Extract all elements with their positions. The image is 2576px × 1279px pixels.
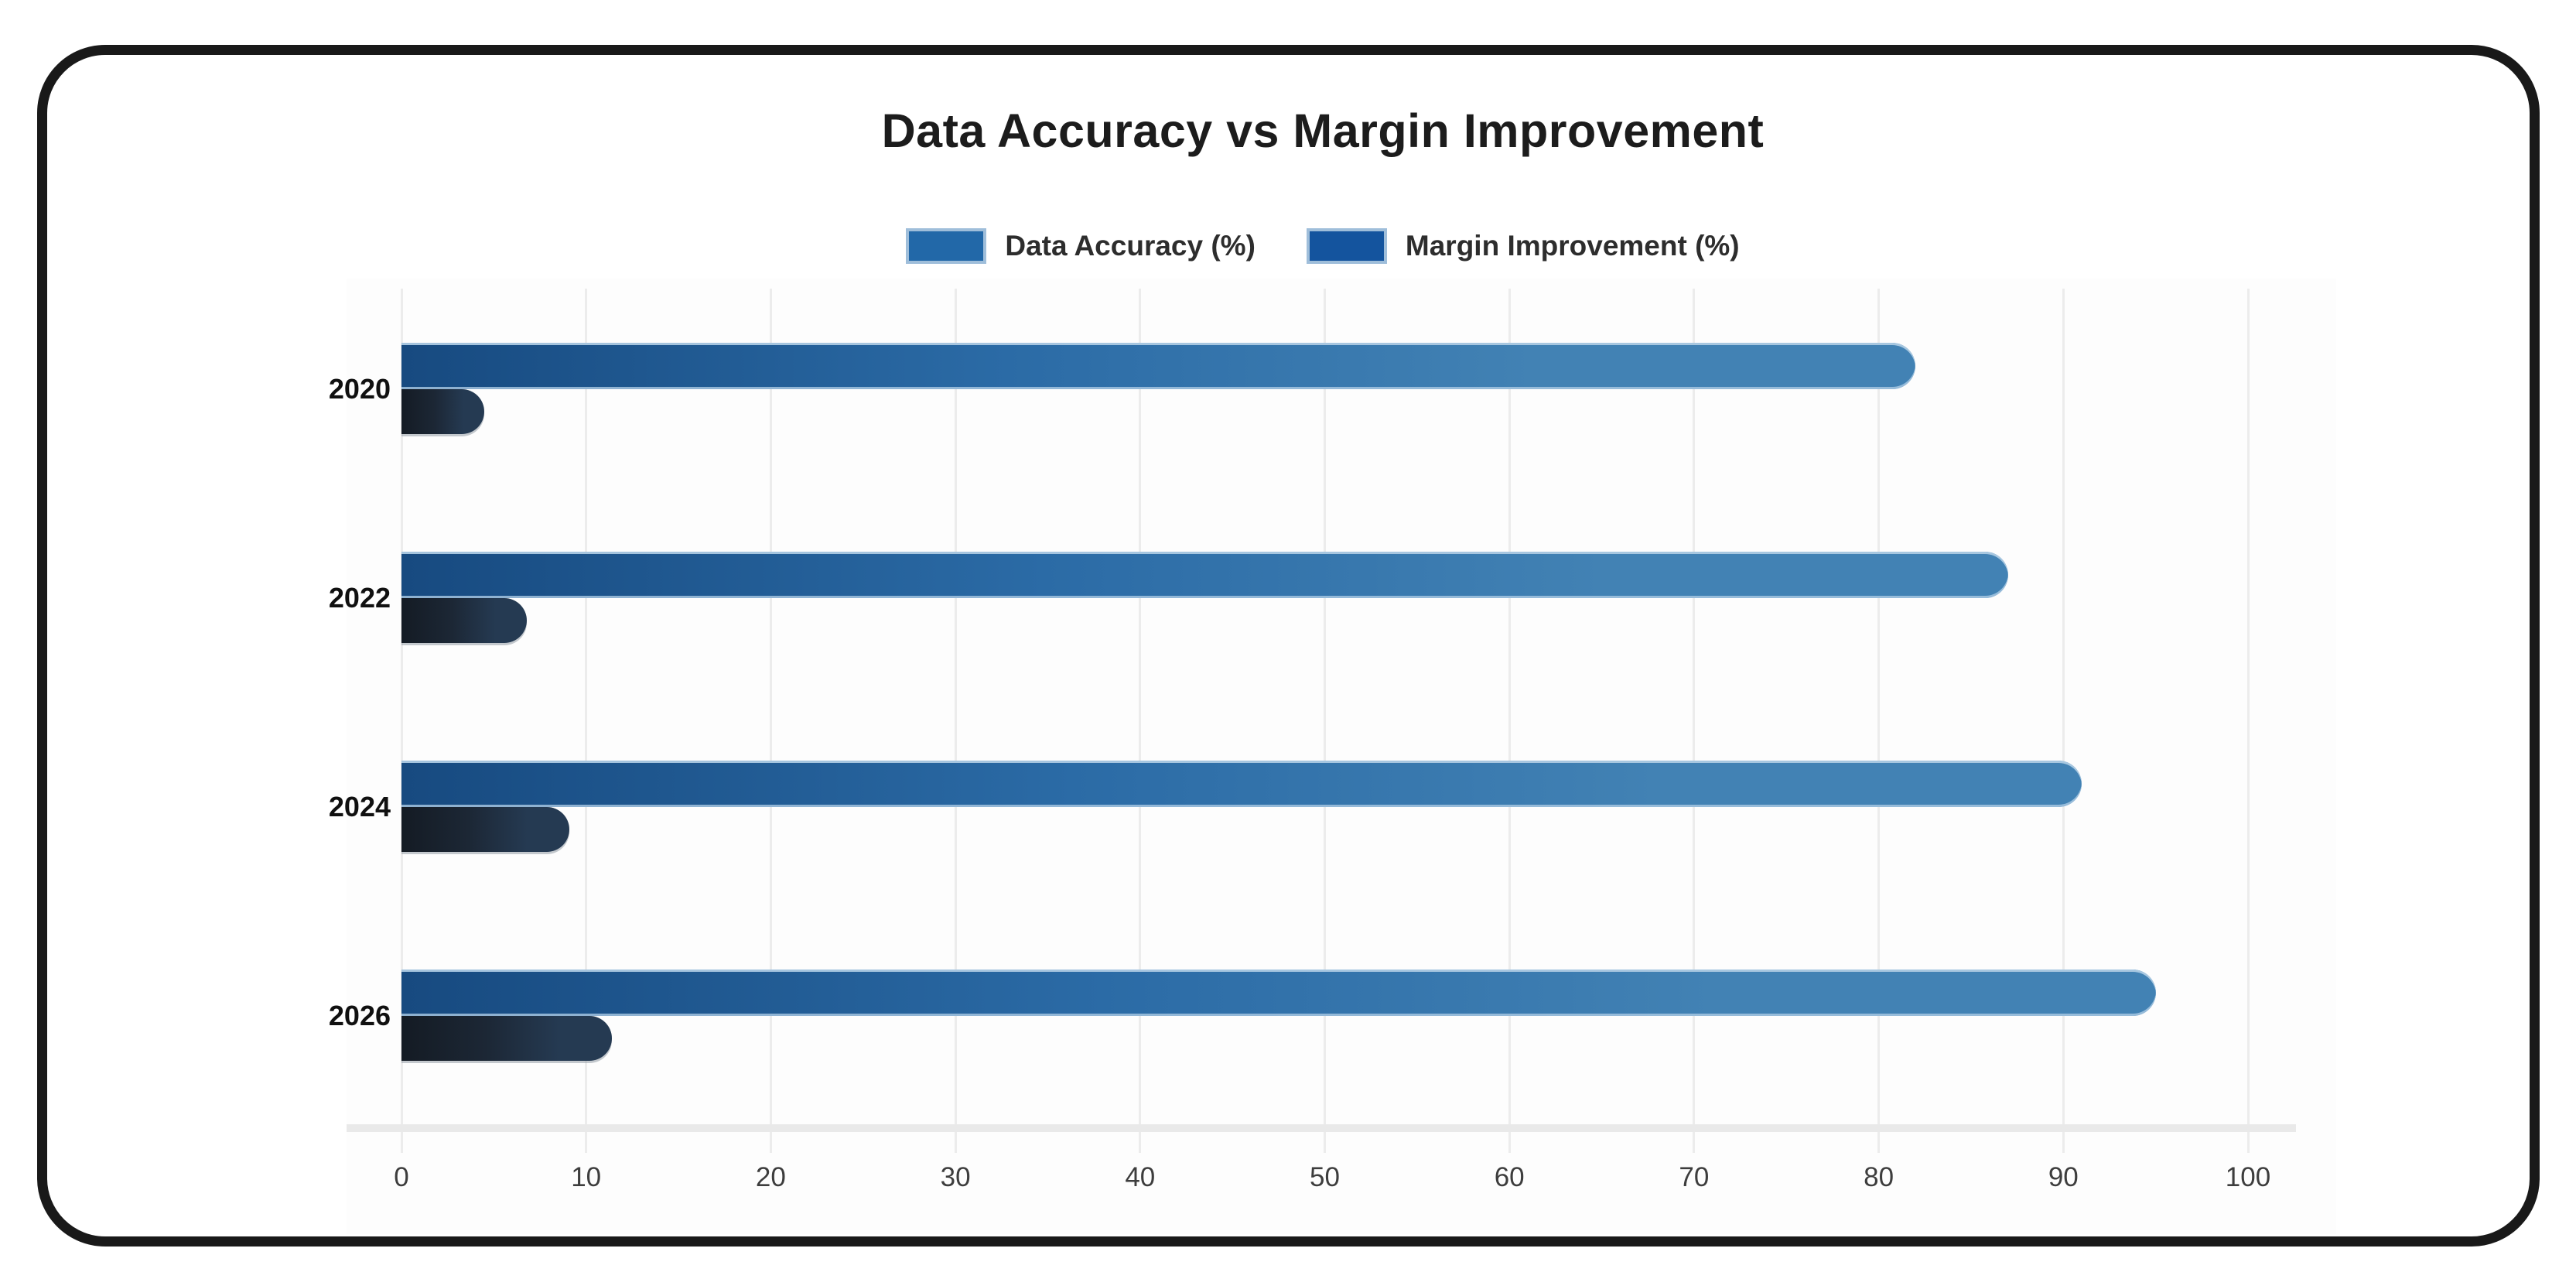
bar-2020-data-accuracy[interactable] bbox=[401, 343, 1915, 389]
x-tick-10: 10 bbox=[571, 1162, 602, 1192]
y-label-2022: 2022 bbox=[328, 582, 391, 614]
legend-swatch-data-accuracy bbox=[906, 228, 987, 264]
legend-item-margin-improvement[interactable]: Margin Improvement (%) bbox=[1306, 228, 1740, 264]
x-tick-70: 70 bbox=[1679, 1162, 1710, 1192]
plot-background bbox=[347, 279, 2336, 1234]
decorative-frame bbox=[37, 45, 2540, 1247]
gridline-50 bbox=[1324, 289, 1326, 1153]
x-tick-40: 40 bbox=[1125, 1162, 1156, 1192]
chart-title: Data Accuracy vs Margin Improvement bbox=[881, 104, 1765, 157]
bar-2022-data-accuracy[interactable] bbox=[401, 552, 2008, 598]
gridline-80 bbox=[1877, 289, 1881, 1153]
gridline-0 bbox=[400, 289, 403, 1153]
gridline-40 bbox=[1139, 289, 1142, 1153]
legend-label-margin-improvement: Margin Improvement (%) bbox=[1405, 230, 1740, 262]
legend-swatch-margin-improvement bbox=[1306, 228, 1387, 264]
gridline-10 bbox=[585, 289, 588, 1153]
bar-2026-margin-improvement[interactable] bbox=[401, 1016, 612, 1061]
x-tick-60: 60 bbox=[1494, 1162, 1525, 1192]
legend: Data Accuracy (%) Margin Improvement (%) bbox=[352, 221, 2294, 271]
bar-2024-data-accuracy[interactable] bbox=[401, 761, 2082, 807]
gridline-70 bbox=[1693, 289, 1696, 1153]
x-tick-20: 20 bbox=[755, 1162, 786, 1192]
x-tick-100: 100 bbox=[2225, 1162, 2271, 1192]
gridline-60 bbox=[1508, 289, 1511, 1153]
x-tick-30: 30 bbox=[940, 1162, 971, 1192]
gridline-90 bbox=[2062, 289, 2065, 1153]
x-axis-line bbox=[347, 1124, 2296, 1132]
bar-2020-margin-improvement[interactable] bbox=[401, 389, 484, 434]
x-tick-0: 0 bbox=[394, 1162, 409, 1192]
x-tick-50: 50 bbox=[1310, 1162, 1340, 1192]
bar-2024-margin-improvement[interactable] bbox=[401, 807, 569, 852]
x-tick-80: 80 bbox=[1864, 1162, 1894, 1192]
y-label-2026: 2026 bbox=[328, 1000, 391, 1031]
x-tick-90: 90 bbox=[2048, 1162, 2079, 1192]
legend-label-data-accuracy: Data Accuracy (%) bbox=[1005, 230, 1256, 262]
bar-2022-margin-improvement[interactable] bbox=[401, 598, 527, 643]
y-label-2024: 2024 bbox=[328, 791, 391, 822]
y-label-2020: 2020 bbox=[328, 373, 391, 405]
gridline-20 bbox=[769, 289, 772, 1153]
gridline-30 bbox=[954, 289, 957, 1153]
gridline-100 bbox=[2246, 289, 2250, 1153]
bar-2026-data-accuracy[interactable] bbox=[401, 970, 2156, 1016]
legend-item-data-accuracy[interactable]: Data Accuracy (%) bbox=[906, 228, 1256, 264]
